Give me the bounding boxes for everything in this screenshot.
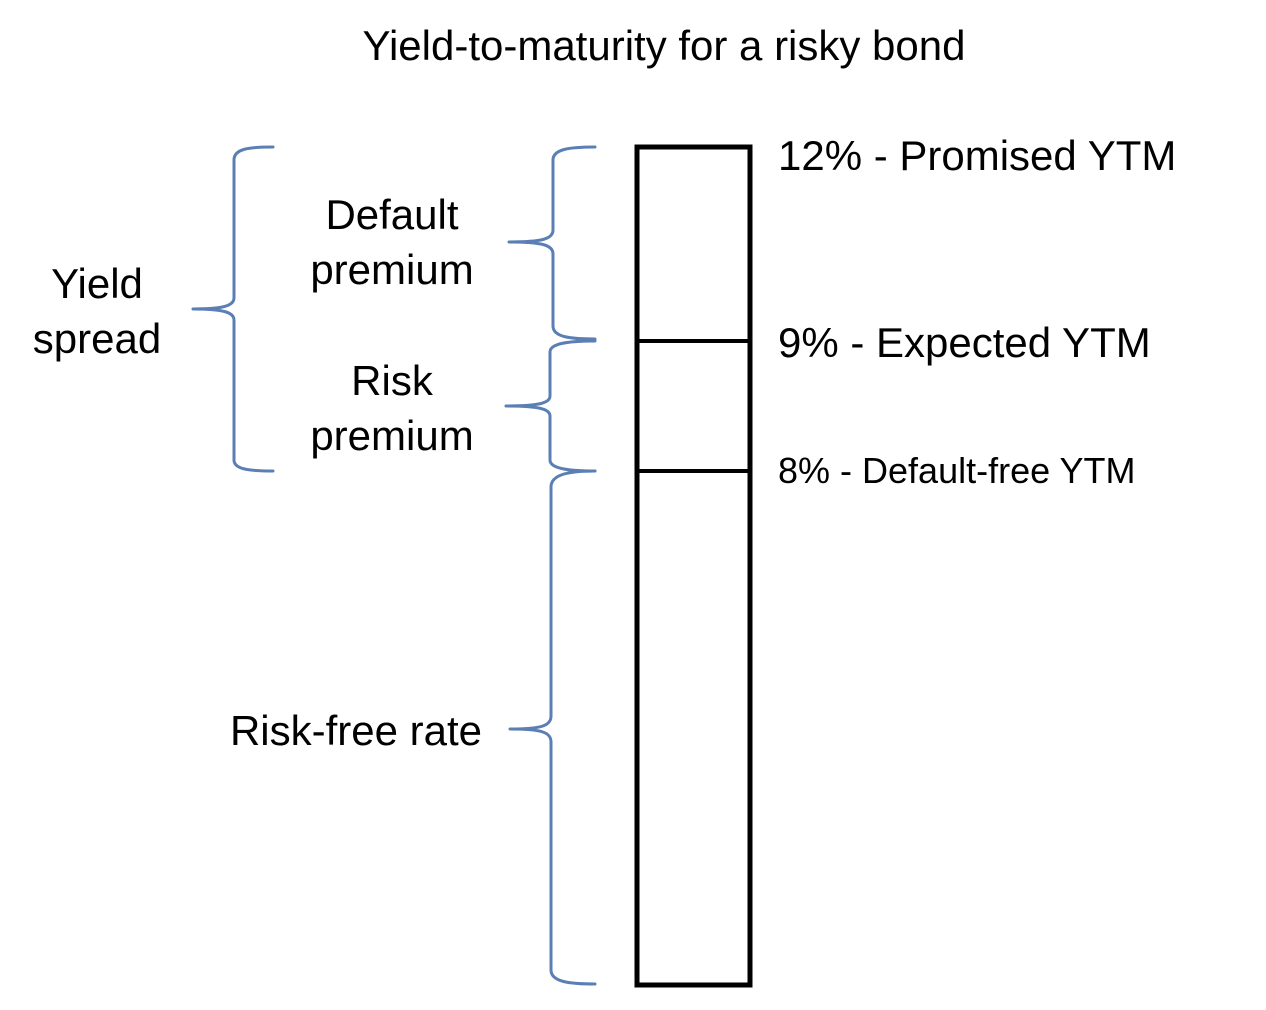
- risk-premium-label-line2: premium: [310, 412, 473, 459]
- diagram-title: Yield-to-maturity for a risky bond: [363, 22, 966, 69]
- default-premium-brace: [507, 145, 597, 341]
- risk-free-rate-brace: [508, 469, 597, 986]
- yield-spread-label-line1: Yield: [51, 260, 143, 307]
- yield-spread-brace: [191, 145, 275, 473]
- default-premium-label-line2: premium: [310, 246, 473, 293]
- risk-premium-label-line1: Risk: [351, 357, 434, 404]
- default-premium-label-line1: Default: [325, 191, 458, 238]
- yield-bar: [634, 144, 753, 988]
- promised-ytm-label: 12% - Promised YTM: [778, 132, 1176, 179]
- yield-spread-label-line2: spread: [33, 315, 161, 362]
- default-free-ytm-label: 8% - Default-free YTM: [778, 450, 1135, 491]
- risk-premium-brace: [504, 339, 597, 473]
- risk-free-rate-label: Risk-free rate: [230, 707, 482, 754]
- expected-ytm-label: 9% - Expected YTM: [778, 319, 1151, 366]
